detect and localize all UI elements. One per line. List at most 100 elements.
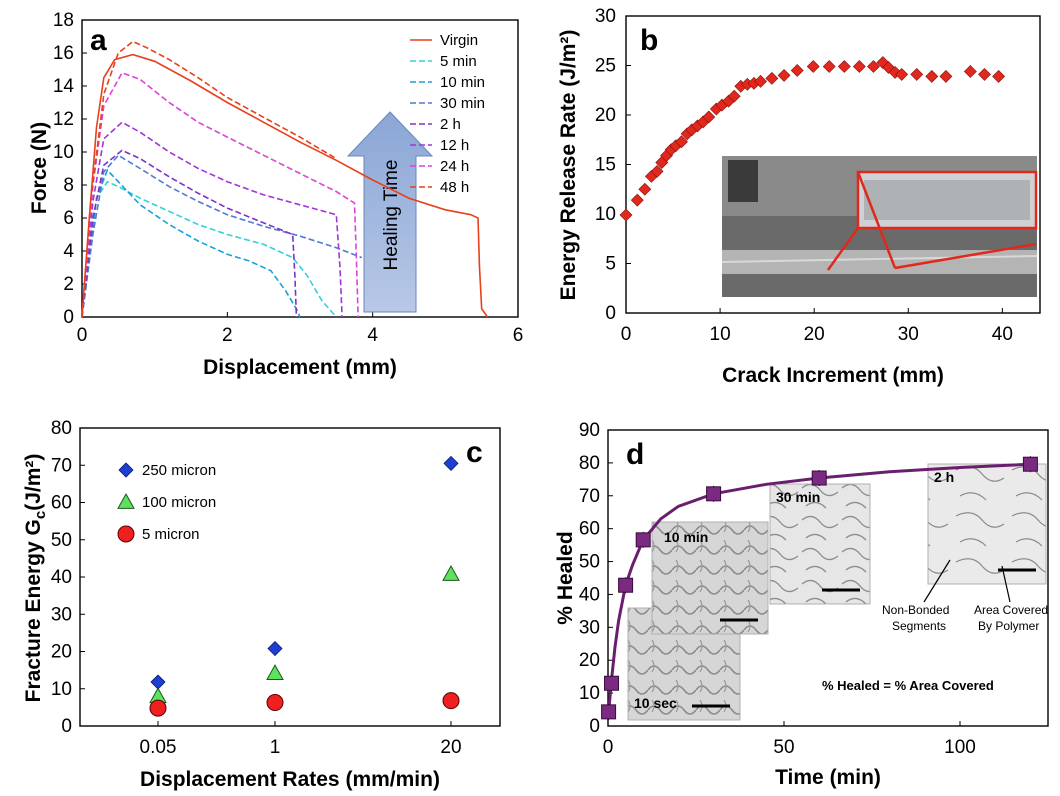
panel-d: 0 10 20 30 40 50 60 70 80 90 0 50 100 10 sec 10 min 30 … bbox=[554, 420, 1049, 789]
data-point bbox=[604, 675, 620, 691]
y-tick-label: 10 bbox=[579, 683, 600, 704]
x-tick-label: 0 bbox=[621, 324, 632, 345]
series-line-12-h bbox=[81, 121, 343, 318]
inset-label-10-min: 10 min bbox=[664, 529, 708, 545]
note-pointer bbox=[1001, 565, 1011, 603]
x-tick-label: 50 bbox=[773, 737, 794, 758]
y-tick-label: 10 bbox=[51, 679, 72, 700]
y-tick-label: 70 bbox=[51, 455, 72, 476]
triangle-marker bbox=[442, 564, 460, 581]
panel-label: d bbox=[626, 438, 644, 471]
data-point bbox=[978, 67, 991, 81]
y-axis-label: Fracture Energy Gc(J/m²) bbox=[22, 454, 49, 703]
data-point bbox=[895, 67, 909, 81]
data-point bbox=[790, 64, 804, 77]
y-tick-label: 10 bbox=[595, 204, 616, 225]
data-point bbox=[630, 193, 644, 207]
panel-b: 0 5 10 15 20 25 30 0 10 20 30 40 b Crack Increment (m… bbox=[557, 6, 1041, 387]
legend-label: 5 min bbox=[440, 53, 477, 70]
panel-c: 0 10 20 30 40 50 60 70 80 0.05 1 20 250 micron 100 mi… bbox=[22, 418, 501, 791]
data-point bbox=[1022, 456, 1038, 472]
y-tick-label: 0 bbox=[63, 307, 74, 328]
note-area-covered: Area Covered bbox=[974, 603, 1048, 617]
data-point bbox=[837, 60, 851, 73]
data-point bbox=[601, 704, 617, 720]
y-tick-label: 80 bbox=[51, 418, 72, 439]
micrograph-inset bbox=[651, 521, 769, 635]
healing-time-arrow bbox=[346, 111, 434, 313]
y-tick-label: 25 bbox=[595, 56, 616, 77]
inset-label-10-sec: 10 sec bbox=[634, 695, 677, 711]
inset-zoom-specimen bbox=[864, 180, 1030, 220]
y-tick-label: 30 bbox=[579, 617, 600, 638]
y-tick-label: 16 bbox=[53, 43, 74, 64]
y-axis-label: % Healed bbox=[554, 531, 577, 624]
circle-marker bbox=[117, 525, 135, 543]
y-tick-label: 10 bbox=[53, 142, 74, 163]
data-point bbox=[867, 60, 880, 73]
series-line-2-h bbox=[81, 149, 298, 318]
series-line-30-min bbox=[81, 154, 363, 318]
x-tick-label: 6 bbox=[513, 325, 524, 346]
circle-marker bbox=[266, 694, 284, 712]
y-tick-label: 90 bbox=[579, 420, 600, 441]
x-tick-label: 1 bbox=[270, 737, 281, 758]
y-tick-label: 2 bbox=[63, 274, 74, 295]
y-tick-label: 20 bbox=[51, 642, 72, 663]
data-point bbox=[727, 89, 741, 103]
data-point bbox=[635, 532, 651, 548]
x-axis-label: Displacement Rates (mm/min) bbox=[140, 768, 440, 791]
y-tick-label: 12 bbox=[53, 109, 74, 130]
y-tick-label: 15 bbox=[595, 155, 616, 176]
healed-formula: % Healed = % Area Covered bbox=[822, 678, 994, 693]
data-point bbox=[852, 60, 866, 73]
y-tick-label: 5 bbox=[605, 254, 616, 275]
data-point bbox=[650, 165, 664, 178]
data-point bbox=[619, 208, 633, 222]
y-tick-label: 4 bbox=[63, 241, 74, 262]
y-tick-label: 60 bbox=[51, 493, 72, 514]
healing-time-label: Healing Time bbox=[381, 160, 402, 271]
y-tick-label: 0 bbox=[605, 303, 616, 324]
inset-label-30-min: 30 min bbox=[776, 489, 820, 505]
x-tick-label: 2 bbox=[222, 325, 233, 346]
data-point bbox=[765, 71, 779, 85]
legend-label: 100 micron bbox=[142, 494, 216, 511]
panel-a: 0 2 4 6 8 10 12 14 16 18 0 2 4 6 Healing Time Virgin 5 m… bbox=[28, 10, 523, 379]
y-axis-label: Energy Release Rate (J/m²) bbox=[557, 30, 580, 301]
y-tick-label: 30 bbox=[51, 604, 72, 625]
data-point bbox=[702, 110, 716, 124]
y-tick-label: 14 bbox=[53, 76, 75, 97]
y-tick-label: 50 bbox=[51, 530, 72, 551]
note-non-bonded: Non-Bonded bbox=[882, 603, 949, 617]
y-tick-label: 70 bbox=[579, 486, 600, 507]
data-point bbox=[811, 470, 827, 486]
note-non-bonded: Segments bbox=[892, 619, 946, 633]
y-tick-label: 60 bbox=[579, 519, 600, 540]
y-tick-label: 6 bbox=[63, 208, 74, 229]
x-tick-label: 20 bbox=[440, 737, 461, 758]
x-tick-label: 100 bbox=[944, 737, 976, 758]
photo-inset bbox=[721, 156, 1038, 297]
inset-specimen-edge bbox=[721, 255, 1038, 263]
x-tick-label: 20 bbox=[804, 324, 825, 345]
fit-curve bbox=[606, 462, 1031, 720]
data-point bbox=[992, 69, 1006, 83]
legend-label: 5 micron bbox=[142, 526, 200, 543]
y-tick-label: 40 bbox=[51, 567, 72, 588]
legend-label: 250 micron bbox=[142, 462, 216, 479]
series-line-10-min bbox=[81, 168, 301, 318]
legend-label: Virgin bbox=[440, 32, 478, 49]
circle-marker bbox=[442, 692, 460, 710]
legend-label: 10 min bbox=[440, 74, 485, 91]
legend-label: 48 h bbox=[440, 179, 469, 196]
diamond-marker bbox=[443, 455, 459, 471]
diamond-marker bbox=[267, 640, 283, 657]
x-tick-label: 0.05 bbox=[140, 737, 177, 758]
series-line-48-h bbox=[81, 40, 337, 318]
y-tick-label: 0 bbox=[61, 716, 72, 737]
data-point bbox=[963, 65, 977, 78]
data-point bbox=[618, 577, 634, 593]
panel-label: a bbox=[90, 24, 107, 57]
data-point bbox=[822, 60, 836, 73]
